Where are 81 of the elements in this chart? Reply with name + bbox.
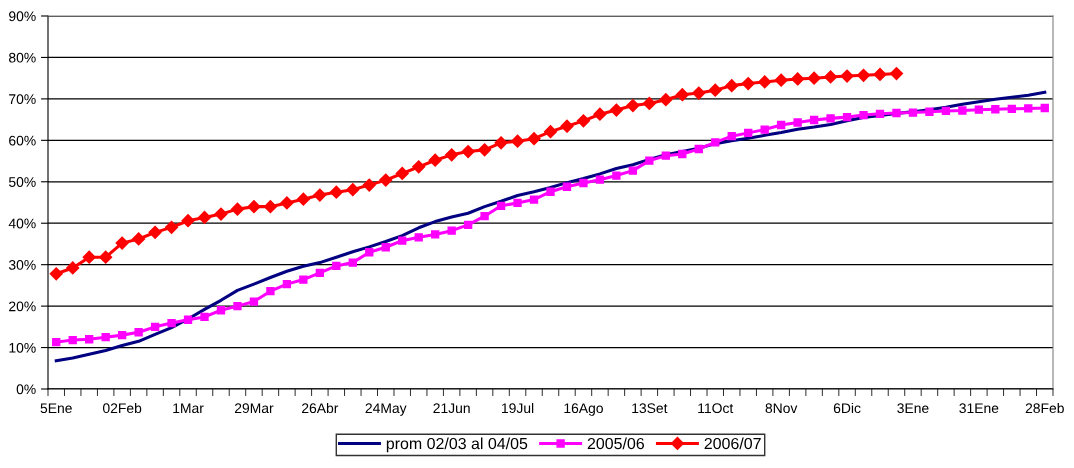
legend-label: 2006/07 (704, 437, 761, 450)
point (296, 192, 310, 206)
point (395, 166, 409, 181)
point (823, 70, 838, 84)
y-tick-label: 70% (9, 94, 36, 105)
point (428, 153, 442, 167)
point (510, 134, 525, 148)
point (99, 250, 113, 264)
point (362, 178, 376, 192)
x-tick-label: 21Jun (433, 403, 470, 414)
x-tick-label: 19Jul (502, 402, 534, 414)
point (543, 125, 558, 139)
point (609, 103, 623, 117)
point (214, 207, 228, 221)
y-tick-label: 80% (9, 52, 36, 63)
x-tick-label: 29Mar (234, 403, 274, 414)
point (412, 160, 426, 174)
legend-label: 2005/06 (587, 437, 644, 450)
point (197, 210, 212, 225)
x-tick-label: 26Abr (302, 402, 339, 414)
point (791, 72, 805, 86)
point (478, 143, 492, 157)
point (461, 144, 475, 159)
y-tick-label: 30% (8, 260, 36, 270)
x-tick-label: 1Mar (173, 403, 204, 414)
x-tick-label: 3Ene (897, 403, 929, 414)
y-tick-label: 50% (8, 177, 36, 187)
point (560, 119, 574, 133)
point (247, 200, 261, 214)
point (758, 75, 772, 89)
point (132, 232, 146, 246)
point (642, 96, 656, 111)
point (856, 68, 871, 82)
point (576, 114, 591, 128)
point (329, 185, 343, 199)
point (889, 67, 904, 81)
legend-label: prom 02/03 al 04/05 (386, 437, 528, 453)
point (741, 76, 755, 91)
point (873, 67, 887, 82)
x-tick-label: 31Ene (959, 403, 999, 414)
point (626, 98, 640, 113)
point (49, 267, 63, 281)
x-tick-label: 24May (365, 403, 407, 416)
point (280, 196, 294, 210)
point (230, 202, 245, 216)
point (82, 250, 96, 264)
x-tick-label: 02Feb (102, 402, 142, 414)
y-tick-label: 40% (8, 218, 36, 229)
x-tick-label: 13Set (632, 403, 668, 414)
point (807, 71, 821, 85)
y-tick-label: 0% (16, 384, 36, 395)
point (379, 173, 393, 187)
point (659, 93, 673, 107)
point (675, 88, 689, 102)
point (494, 136, 508, 150)
point (593, 107, 607, 121)
x-tick-label: 8Nov (765, 403, 798, 414)
point (148, 225, 162, 239)
x-tick-label: 6Dic (833, 402, 861, 414)
point (527, 132, 541, 146)
point (725, 79, 739, 93)
x-tick-label: 16Ago (564, 403, 603, 416)
point (263, 200, 278, 214)
point (66, 261, 80, 275)
y-tick-label: 10% (9, 342, 36, 353)
y-tick-label: 60% (9, 135, 36, 146)
point (346, 183, 360, 197)
point (115, 236, 129, 250)
point (708, 83, 722, 97)
point (313, 188, 327, 202)
x-tick-label: 11Oct (698, 403, 734, 414)
point (445, 148, 459, 162)
point (164, 220, 179, 234)
point (774, 73, 788, 87)
y-tick-label: 90% (9, 11, 36, 22)
point (840, 69, 854, 83)
y-tick-label: 20% (9, 301, 36, 312)
x-tick-label: 28Feb (1025, 402, 1064, 414)
point (692, 86, 706, 100)
point (181, 214, 195, 228)
x-tick-label: 5Ene (40, 403, 72, 414)
